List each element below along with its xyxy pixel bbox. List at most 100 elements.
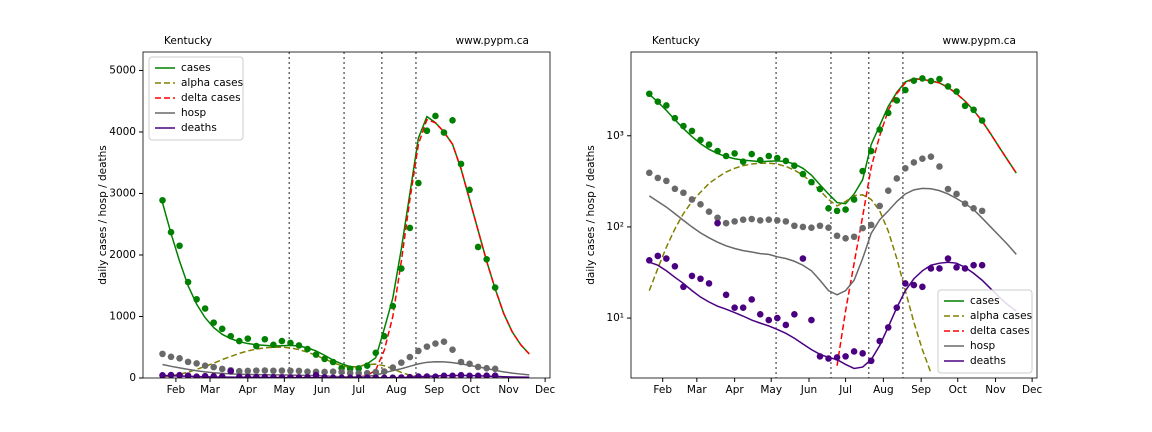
data-point xyxy=(389,374,397,378)
data-point xyxy=(491,372,499,378)
data-point xyxy=(663,255,670,262)
data-point xyxy=(893,304,901,311)
data-point xyxy=(406,373,414,378)
data-point xyxy=(466,372,473,378)
x-tick-label: Jul xyxy=(351,384,365,396)
data-point xyxy=(731,304,738,311)
data-point xyxy=(193,360,200,367)
y-tick-label: 5000 xyxy=(109,64,136,76)
data-point xyxy=(714,214,721,222)
data-point xyxy=(799,223,807,231)
data-point xyxy=(808,316,815,324)
data-point xyxy=(449,346,456,354)
data-point xyxy=(816,185,824,193)
data-point xyxy=(440,372,448,378)
model-line xyxy=(162,346,445,378)
data-point xyxy=(398,265,405,272)
panel: Feb Mar Apr May Jun Jul Aug Sep Oct Nov Dec 10¹ 10² 1… xyxy=(585,35,1043,396)
data-point xyxy=(756,217,764,224)
data-point xyxy=(739,216,747,224)
data-point xyxy=(748,215,756,223)
data-point xyxy=(688,127,696,135)
data-point xyxy=(440,129,448,136)
x-tick-label: Nov xyxy=(985,384,1006,396)
data-point xyxy=(159,350,166,358)
data-point xyxy=(432,373,439,378)
data-point xyxy=(680,283,687,291)
data-point xyxy=(850,348,858,355)
data-point xyxy=(910,159,918,166)
data-point xyxy=(833,354,841,361)
data-point xyxy=(159,196,166,204)
data-point xyxy=(432,112,439,120)
data-point xyxy=(671,114,679,122)
data-point xyxy=(176,242,183,250)
data-point xyxy=(483,372,490,378)
data-point xyxy=(927,77,935,85)
data-point xyxy=(697,275,704,283)
data-point xyxy=(944,255,952,262)
data-point xyxy=(961,265,969,272)
data-point xyxy=(321,374,328,378)
y-tick-label: 4000 xyxy=(109,126,136,138)
data-point xyxy=(722,219,730,227)
data-point xyxy=(893,97,901,104)
data-point xyxy=(978,117,986,124)
data-point xyxy=(210,319,217,326)
data-point xyxy=(645,90,653,98)
data-point xyxy=(774,217,781,224)
model-line xyxy=(162,360,530,378)
data-point xyxy=(961,200,969,207)
data-point xyxy=(961,102,969,110)
data-point xyxy=(884,109,892,117)
region-title: Kentucky xyxy=(652,35,700,47)
data-point xyxy=(304,345,311,353)
legend-box xyxy=(148,56,244,141)
data-point xyxy=(867,221,875,229)
data-point xyxy=(253,367,260,374)
data-point xyxy=(278,374,286,378)
data-point xyxy=(176,355,183,362)
data-point xyxy=(850,233,858,241)
legend-label: alpha cases xyxy=(181,77,243,89)
x-tick-label: Aug xyxy=(873,384,894,396)
data-point xyxy=(159,372,166,378)
data-point xyxy=(253,373,260,378)
data-point xyxy=(731,218,738,225)
data-point xyxy=(295,342,303,349)
data-point xyxy=(244,367,252,375)
data-point xyxy=(432,340,439,347)
data-point xyxy=(167,371,175,378)
region-title: Kentucky xyxy=(164,35,212,47)
data-point xyxy=(842,206,849,213)
data-point xyxy=(680,189,687,197)
data-point xyxy=(919,75,926,82)
data-point xyxy=(449,116,456,124)
y-axis-label: daily cases / hosp / deaths xyxy=(97,145,109,285)
data-point xyxy=(389,364,397,371)
data-point xyxy=(423,127,431,135)
data-point xyxy=(466,186,473,194)
data-point xyxy=(483,255,490,263)
data-point xyxy=(808,224,815,232)
data-point xyxy=(423,373,431,378)
data-point xyxy=(210,373,217,378)
data-point xyxy=(380,374,388,378)
data-point xyxy=(321,368,328,376)
model-line xyxy=(648,162,932,374)
data-point xyxy=(850,196,858,203)
data-point xyxy=(227,367,235,375)
model-line xyxy=(836,78,1017,366)
data-point xyxy=(970,106,977,114)
data-point xyxy=(176,371,183,378)
data-point xyxy=(201,362,209,369)
data-point xyxy=(201,372,209,378)
data-point xyxy=(970,205,977,212)
data-point xyxy=(714,219,721,227)
data-point xyxy=(287,339,294,347)
x-tick-label: Oct xyxy=(949,384,967,396)
data-point xyxy=(705,208,713,215)
data-point xyxy=(884,187,892,194)
data-point xyxy=(295,367,303,375)
data-point xyxy=(380,332,388,340)
